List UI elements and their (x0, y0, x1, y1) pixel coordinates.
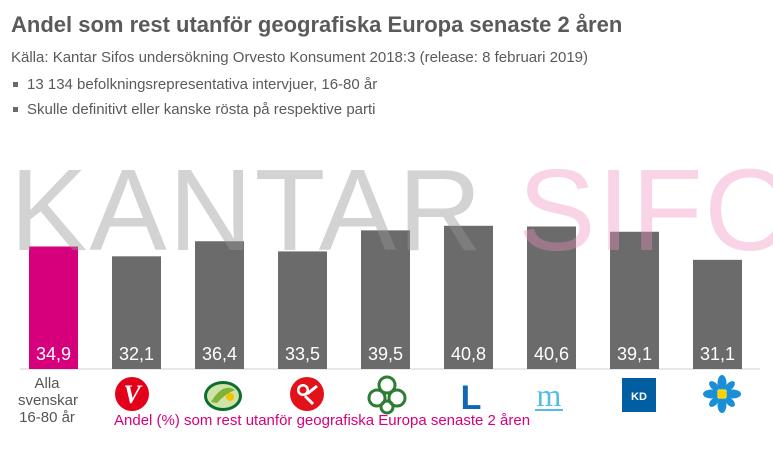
bar (610, 231, 659, 369)
bar-value-label: 36,4 (202, 344, 237, 364)
bullet-icon (13, 81, 18, 87)
bar-value-label: 32,1 (119, 344, 154, 364)
bar (527, 226, 576, 369)
c-logo-icon (204, 381, 242, 411)
mp-logo-icon (367, 375, 407, 415)
note-item: Skulle definitivt eller kanske rösta på … (13, 101, 376, 118)
bar (444, 225, 493, 369)
legend-text: Andel (%) som rest utanför geografiska E… (114, 412, 531, 429)
v-logo-icon: V (115, 377, 149, 411)
bar-value-label: 39,1 (617, 344, 652, 364)
bar-value-label: 31,1 (700, 344, 735, 364)
svg-text:L: L (461, 379, 482, 415)
bar-value-label: 39,5 (368, 344, 403, 364)
category-label-all: Alla svenskar 16-80 år (18, 375, 79, 426)
bar-value-label: 33,5 (285, 344, 320, 364)
note-text: Skulle definitivt eller kanske rösta på … (27, 101, 376, 118)
svg-text:m: m (537, 377, 562, 413)
m-logo-icon: m (535, 377, 563, 413)
bar (361, 230, 410, 369)
bar (278, 251, 327, 369)
s-logo-icon (290, 377, 324, 411)
category-label-line: Alla (34, 375, 60, 392)
category-label-line: svenskar (18, 392, 79, 409)
note-item: 13 134 befolkningsrepresentativa intervj… (13, 76, 377, 93)
category-label-line: 16-80 år (19, 409, 75, 426)
note-text: 13 134 befolkningsrepresentativa intervj… (27, 76, 378, 93)
bar-value-label: 34,9 (36, 344, 71, 364)
bullet-icon (13, 106, 18, 112)
kd-logo-icon: KD (622, 378, 656, 412)
chart-title: Andel som rest utanför geografiska Europ… (11, 12, 623, 37)
bar (693, 259, 742, 369)
bars-group: 34,9 32,1 36,4 33,5 39,5 40,8 40,6 39,1 31,1 (29, 225, 742, 369)
bar-value-label: 40,8 (451, 344, 486, 364)
svg-text:V: V (123, 380, 143, 409)
bar-value-label: 40,6 (534, 344, 569, 364)
source-text: Källa: Kantar Sifos undersökning Orvesto… (11, 49, 589, 66)
bar (112, 256, 161, 369)
sd-logo-icon (703, 375, 741, 413)
bar (29, 246, 78, 369)
bar (195, 241, 244, 369)
l-logo-icon: L (461, 379, 482, 415)
svg-text:KD: KD (631, 391, 647, 403)
